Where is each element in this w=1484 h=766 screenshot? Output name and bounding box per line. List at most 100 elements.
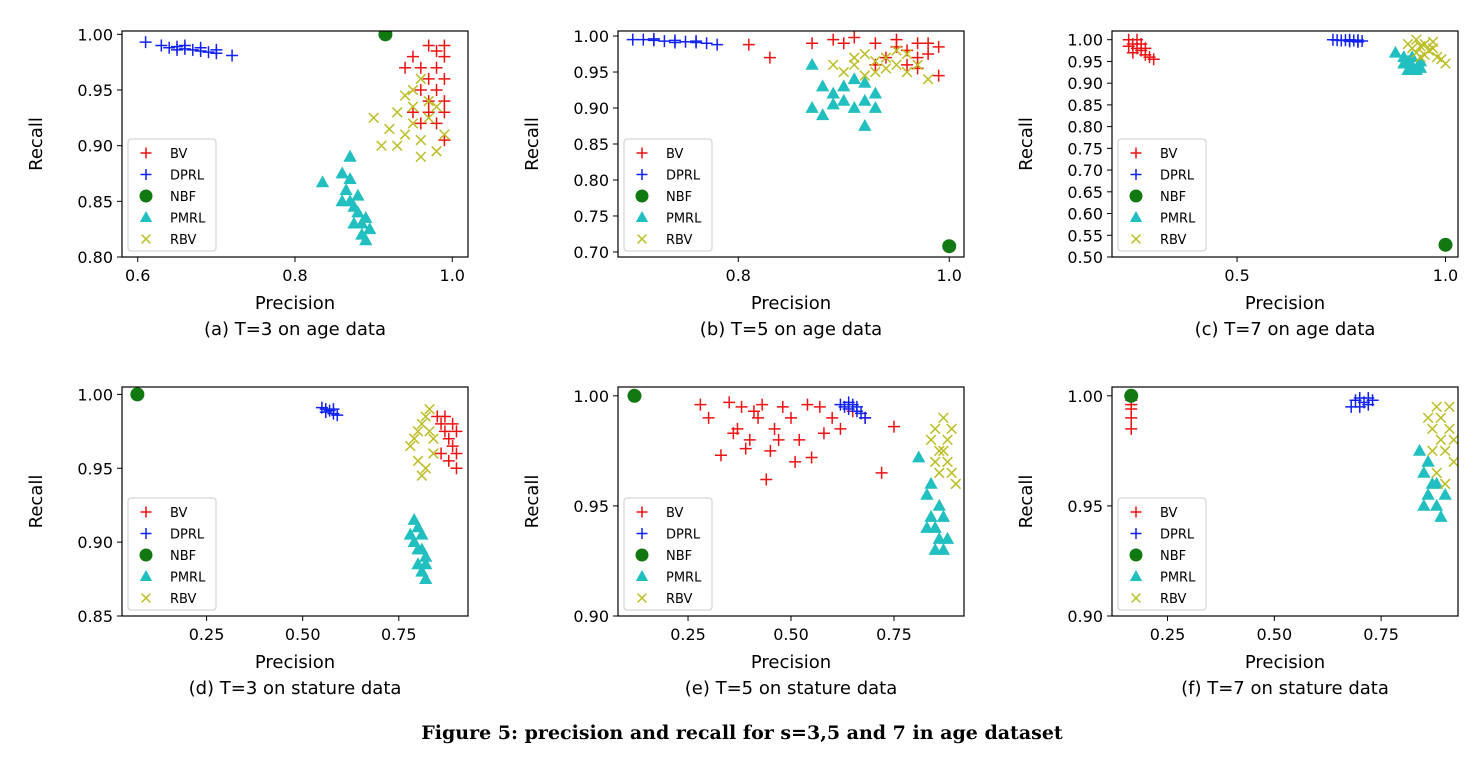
point-dprl — [163, 41, 176, 54]
legend-label-bv: BV — [170, 147, 188, 162]
point-pmrl — [805, 101, 819, 113]
point-rbv — [880, 52, 892, 63]
point-bv — [435, 417, 448, 430]
point-bv — [430, 61, 443, 74]
x-tick-label: 0.50 — [773, 625, 809, 644]
legend-label-rbv: RBV — [170, 233, 197, 248]
legend-marker-rbv — [141, 234, 151, 244]
legend-marker-nbf — [635, 189, 649, 203]
y-tick-label: 0.75 — [1067, 139, 1103, 158]
point-bv — [772, 433, 785, 446]
point-bv — [702, 411, 715, 424]
point-bv — [848, 31, 861, 44]
point-pmrl — [868, 86, 883, 99]
point-bv — [834, 422, 847, 435]
y-tick-label: 1.00 — [573, 387, 609, 406]
legend: BV DPRL NBF PMRL RBV — [623, 497, 713, 611]
point-bv — [430, 117, 443, 130]
point-pmrl — [343, 172, 357, 184]
point-bv — [438, 50, 451, 63]
point-pmrl — [837, 79, 851, 92]
point-rbv — [946, 467, 957, 479]
plot-frame — [1111, 386, 1459, 617]
point-bv — [1139, 42, 1152, 55]
legend-box — [623, 497, 713, 611]
legend-label-dprl: DPRL — [170, 528, 205, 543]
point-bv — [763, 51, 776, 64]
legend: BV DPRL NBF PMRL RBV — [127, 497, 217, 611]
point-bv — [438, 39, 451, 52]
x-tick-label: 0.25 — [1150, 625, 1186, 644]
point-pmrl — [1421, 454, 1435, 467]
legend-label-pmrl: PMRL — [666, 571, 702, 586]
point-pmrl — [924, 509, 938, 522]
panel-caption: (e) T=5 on stature data — [685, 678, 898, 699]
legend-marker-rbv — [1131, 234, 1141, 244]
point-rbv — [431, 101, 442, 113]
panel-caption: (f) T=7 on stature data — [1181, 678, 1389, 699]
point-bv — [422, 106, 435, 119]
point-bv — [785, 411, 797, 424]
point-rbv — [942, 434, 953, 446]
point-nbf — [627, 388, 642, 403]
point-pmrl — [928, 542, 942, 555]
point-bv — [438, 425, 451, 438]
legend-label-rbv: RBV — [666, 592, 693, 607]
point-rbv — [1427, 445, 1438, 457]
point-pmrl — [847, 101, 861, 113]
y-tick-label: 0.95 — [573, 497, 609, 516]
point-pmrl — [1438, 487, 1452, 500]
x-axis-label: Precision — [1245, 652, 1325, 673]
point-rbv — [929, 423, 941, 435]
legend-marker-dprl — [140, 528, 152, 539]
point-rbv — [439, 129, 450, 140]
point-rbv — [408, 433, 420, 445]
point-bv — [887, 420, 900, 433]
x-axis-label: Precision — [255, 652, 335, 673]
legend-marker-bv — [636, 506, 648, 518]
point-rbv — [950, 478, 962, 490]
legend-marker-dprl — [636, 169, 648, 180]
point-rbv — [1444, 401, 1455, 413]
y-tick-label: 1.00 — [1067, 387, 1103, 406]
legend-label-bv: BV — [1160, 506, 1178, 521]
point-rbv — [399, 90, 411, 101]
panel-caption: (a) T=3 on age data — [204, 319, 386, 340]
point-rbv — [1431, 401, 1442, 413]
point-pmrl — [407, 512, 421, 525]
y-tick-label: 1.00 — [1067, 31, 1103, 50]
point-rbv — [838, 66, 850, 78]
point-bv — [694, 398, 707, 411]
point-rbv — [912, 59, 923, 71]
point-dprl — [171, 43, 184, 56]
point-rbv — [925, 434, 937, 446]
point-dprl — [850, 400, 863, 413]
point-rbv — [1415, 51, 1426, 63]
y-axis-label: Recall — [26, 117, 47, 171]
point-dprl — [842, 396, 855, 409]
legend-marker-nbf — [139, 548, 153, 562]
x-tick-label: 0.50 — [1257, 625, 1293, 644]
point-bv — [727, 427, 740, 440]
x-axis-label: Precision — [255, 293, 335, 314]
point-pmrl — [858, 75, 872, 88]
point-bv — [446, 417, 459, 430]
point-pmrl — [1429, 498, 1444, 511]
y-tick-label: 0.95 — [1067, 52, 1103, 71]
legend-marker-dprl — [140, 169, 152, 180]
point-bv — [922, 48, 935, 61]
y-tick-label: 1.00 — [573, 27, 609, 46]
legend-marker-nbf — [1129, 189, 1143, 203]
point-bv — [450, 425, 463, 438]
point-rbv — [399, 129, 411, 140]
point-bv — [743, 433, 756, 446]
y-axis-label: Recall — [26, 475, 47, 529]
legend-marker-rbv — [637, 593, 647, 603]
point-pmrl — [858, 93, 872, 106]
legend-label-rbv: RBV — [1160, 233, 1187, 248]
legend-label-bv: BV — [170, 506, 188, 521]
legend-label-nbf: NBF — [170, 549, 196, 564]
plot-frame — [1111, 30, 1459, 258]
point-pmrl — [1417, 465, 1431, 478]
